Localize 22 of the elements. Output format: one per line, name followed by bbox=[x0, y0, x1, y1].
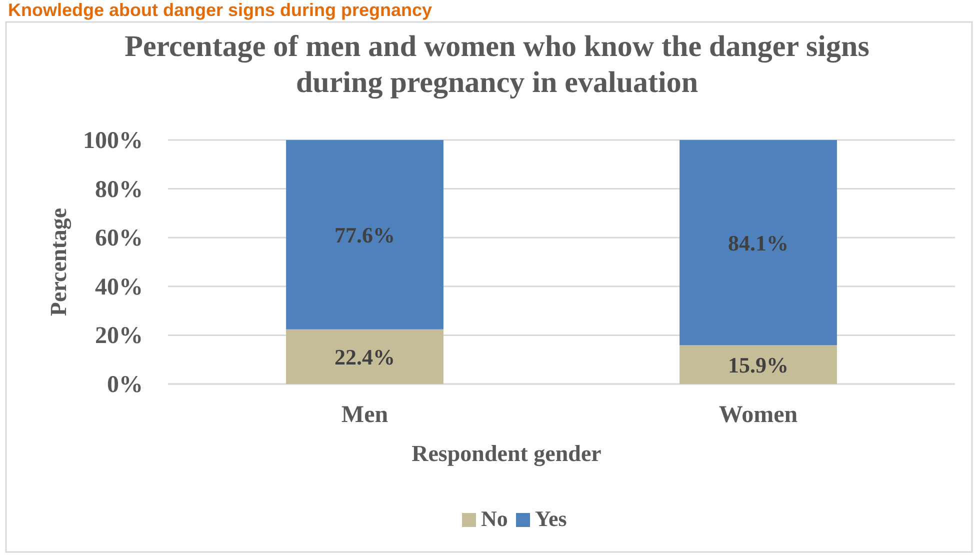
bar bbox=[286, 140, 444, 330]
data-label: 22.4% bbox=[334, 344, 395, 370]
y-tick-label: 60% bbox=[95, 226, 143, 252]
bar bbox=[680, 345, 837, 384]
legend-label: Yes bbox=[535, 506, 568, 531]
chart-title: Percentage of men and women who know the danger signs during pregnancy in evaluation bbox=[124, 30, 870, 99]
data-label: 77.6% bbox=[334, 222, 395, 248]
y-tick-label: 80% bbox=[95, 176, 143, 203]
x-axis-title: Respondent gender bbox=[412, 441, 602, 467]
data-label: 15.9% bbox=[728, 352, 788, 378]
x-tick-label: Women bbox=[718, 402, 798, 428]
data-label: 84.1% bbox=[728, 230, 788, 256]
y-tick-label: 20% bbox=[95, 323, 143, 350]
y-tick-label: 100% bbox=[83, 128, 143, 154]
y-tick-label: 40% bbox=[95, 274, 143, 300]
legend-label: No bbox=[481, 506, 508, 531]
text: Knowledge about danger signs during pregnancy bbox=[8, 0, 432, 20]
bar bbox=[286, 329, 444, 384]
bar bbox=[680, 140, 837, 346]
y-tick-label: 0% bbox=[107, 372, 143, 398]
x-tick-label: Men bbox=[341, 402, 388, 428]
y-axis-title: Percentage bbox=[46, 208, 72, 316]
